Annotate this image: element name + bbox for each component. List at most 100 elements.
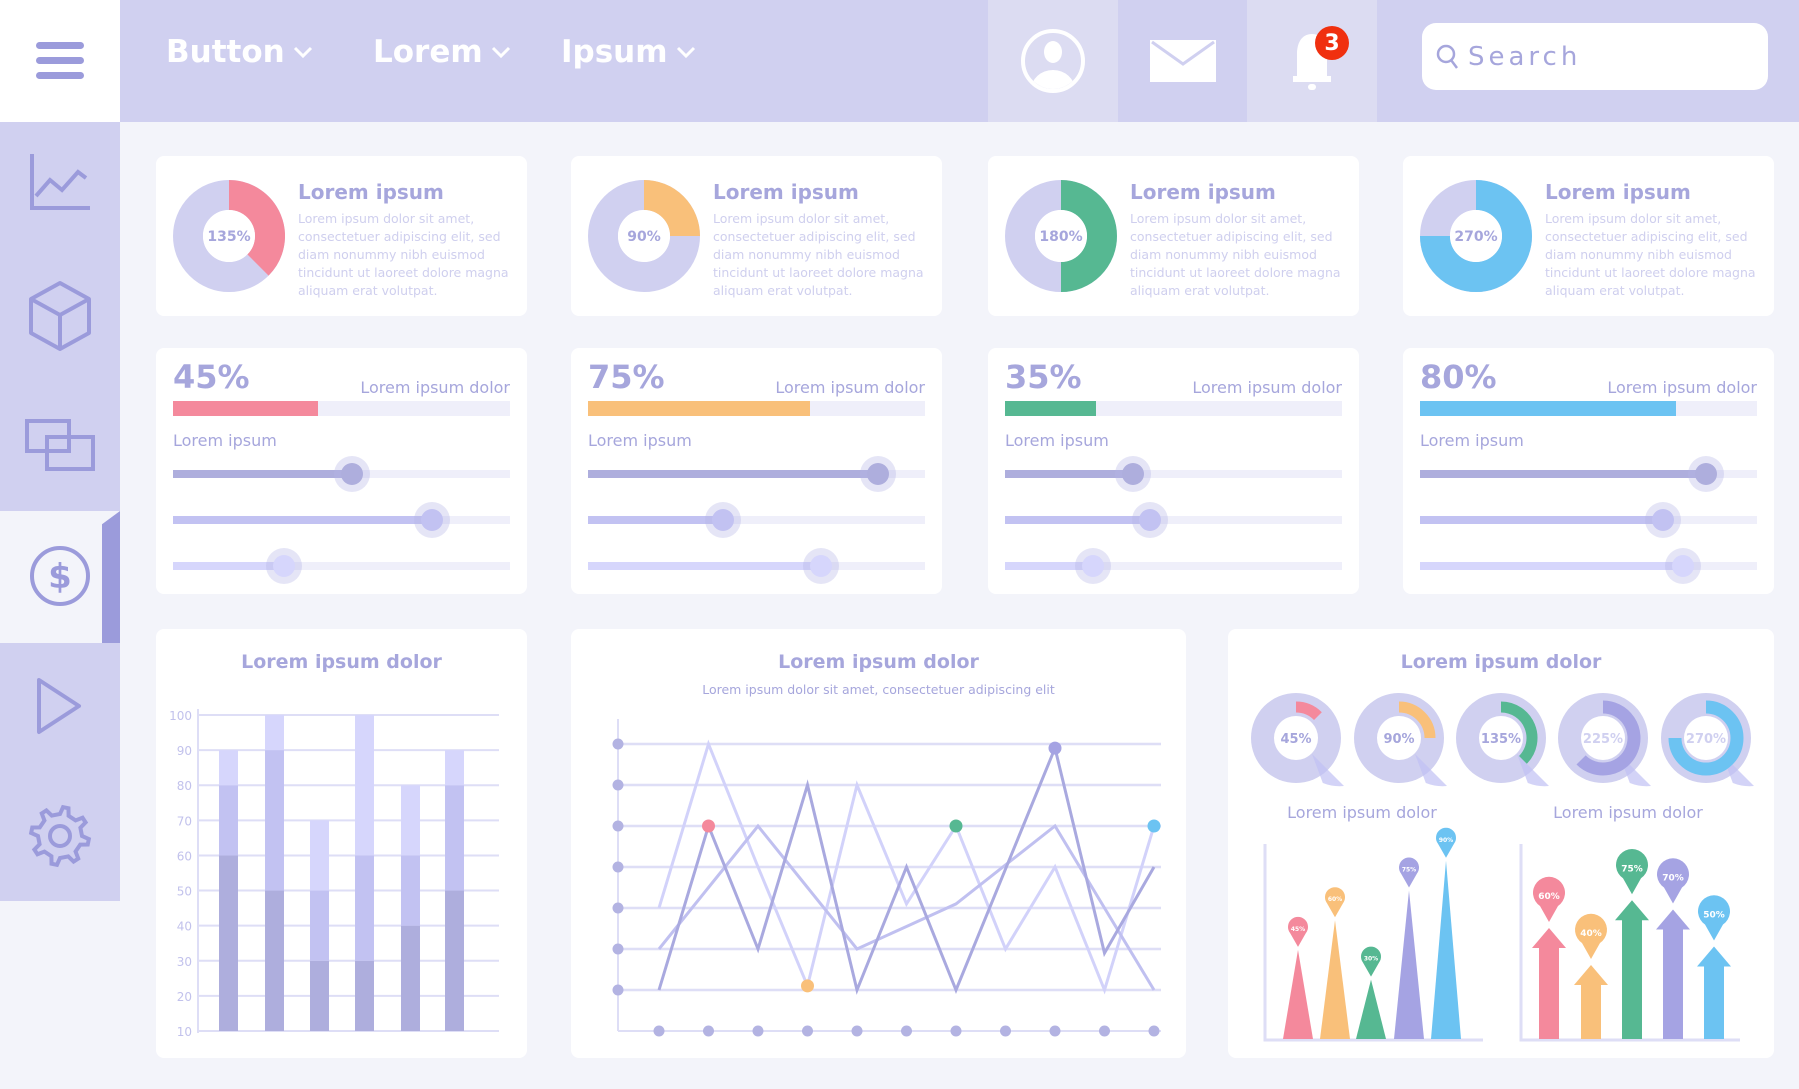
value-pin: [1399, 857, 1419, 888]
y-axis-dot: [612, 820, 624, 832]
sidebar-item-media[interactable]: [20, 666, 100, 746]
value-label: 40%: [1580, 929, 1602, 939]
gauge-shadow: [1312, 754, 1344, 787]
slider-handle[interactable]: [1651, 509, 1674, 531]
sidebar-item-analytics[interactable]: [20, 142, 100, 222]
progress-bar: [1420, 401, 1757, 416]
bar-segment: [219, 855, 238, 1031]
stacked-bar-chart-card: Lorem ipsum dolor 100 90 80 70 60 50 40 30 20 10: [156, 629, 527, 1058]
x-axis-dot: [703, 1025, 714, 1037]
gauge-arc: [1398, 701, 1436, 739]
nav-dropdown-lorem[interactable]: Lorem: [373, 34, 511, 70]
y-tick-label: 40: [177, 920, 192, 934]
search-input[interactable]: [1468, 41, 1748, 72]
bar-segment: [355, 960, 374, 1031]
sidebar-item-screens[interactable]: [20, 405, 100, 485]
gauge-label: 270%: [1686, 732, 1726, 747]
donut-segment: [1420, 180, 1532, 292]
user-profile-icon: [1021, 29, 1085, 93]
bar-segment: [445, 785, 464, 891]
arrow-bar: [1532, 928, 1566, 1039]
card-text: Lorem ipsum dolor sit amet, consectetuer…: [1545, 211, 1756, 298]
y-tick-label: 60: [177, 849, 192, 863]
donut-label: 270%: [1454, 229, 1497, 245]
slider[interactable]: [173, 456, 510, 492]
slider-handle[interactable]: [711, 509, 734, 531]
donut-label: 180%: [1039, 229, 1082, 245]
search-icon: [1436, 44, 1458, 69]
sidebar-active-section: [0, 511, 120, 643]
spike-bar: [1431, 860, 1461, 1039]
screens-icon: [25, 419, 95, 471]
slider-handle[interactable]: [1138, 509, 1161, 531]
slider[interactable]: [588, 456, 925, 492]
notifications-button[interactable]: 3: [1247, 0, 1377, 122]
slider-handle[interactable]: [809, 555, 832, 577]
slider-group-label: Lorem ipsum: [173, 431, 277, 450]
summary-card: 270% Lorem ipsum Lorem ipsum dolor sit a…: [1403, 156, 1774, 316]
profile-button[interactable]: [988, 0, 1118, 122]
slider-handle[interactable]: [1122, 463, 1145, 485]
chevron-down-icon: [491, 46, 510, 58]
value-label: 60%: [1538, 892, 1560, 902]
gauge-center: [1274, 716, 1318, 760]
nav-dropdown-ipsum[interactable]: Ipsum: [561, 34, 696, 70]
slider-handle[interactable]: [273, 555, 296, 577]
dollar-icon: $: [30, 546, 90, 606]
y-tick-label: 10: [177, 1025, 192, 1039]
slider[interactable]: [1005, 502, 1342, 538]
hamburger-menu-icon[interactable]: [20, 21, 100, 101]
search-box[interactable]: [1422, 23, 1768, 90]
value-label: 75%: [1621, 864, 1643, 874]
slider[interactable]: [173, 548, 510, 584]
slider-handle[interactable]: [1671, 555, 1694, 577]
slider[interactable]: [173, 502, 510, 538]
gauge-arc: [1576, 700, 1641, 776]
bar-segment: [401, 855, 420, 926]
gauge-center: [1581, 716, 1625, 760]
slider[interactable]: [588, 502, 925, 538]
axis: [1263, 844, 1483, 1042]
donut-chart: 180%: [1005, 180, 1117, 292]
bar-segment: [310, 820, 329, 891]
messages-button[interactable]: [1118, 0, 1248, 122]
sidebar-item-products[interactable]: [20, 276, 100, 356]
slider[interactable]: [588, 548, 925, 584]
chart-title: Lorem ipsum dolor: [241, 651, 442, 673]
sidebar-item-finance[interactable]: $: [20, 536, 100, 616]
y-tick-label: 100: [169, 709, 192, 723]
value-label: 70%: [1662, 874, 1684, 884]
slider[interactable]: [1005, 548, 1342, 584]
card-title: Lorem ipsum: [1545, 180, 1691, 204]
slider[interactable]: [1420, 548, 1757, 584]
value-label: 60%: [1328, 896, 1342, 903]
slider-handle[interactable]: [866, 463, 889, 485]
x-axis-dot: [752, 1025, 764, 1037]
progress-fill: [588, 401, 811, 416]
slider-handle[interactable]: [340, 463, 363, 485]
donut-chart: 135%: [173, 180, 285, 292]
x-axis-dot: [1049, 1025, 1061, 1037]
nav-dropdown-button[interactable]: Button: [166, 34, 313, 70]
value-pin: [1361, 946, 1381, 977]
slider-group-label: Lorem ipsum: [1420, 431, 1524, 450]
slider-handle[interactable]: [1695, 463, 1718, 485]
donut-hole: [1035, 210, 1087, 262]
card-subtitle: Lorem ipsum dolor: [360, 378, 510, 397]
sidebar-item-settings[interactable]: [20, 796, 100, 876]
y-tick-label: 70: [177, 814, 192, 828]
value-pin: [1698, 895, 1730, 941]
x-axis-dot: [1000, 1025, 1011, 1037]
slider-handle[interactable]: [1081, 555, 1104, 577]
progress-card: 35% Lorem ipsum dolor Lorem ipsum: [988, 348, 1359, 594]
slider[interactable]: [1005, 456, 1342, 492]
percent-value: 80%: [1420, 358, 1497, 396]
y-tick-label: 30: [177, 955, 192, 969]
value-pin: [1657, 858, 1689, 904]
slider-handle[interactable]: [421, 509, 444, 531]
data-point-marker: [949, 819, 963, 833]
spike-bar: [1394, 890, 1424, 1039]
slider[interactable]: [1420, 502, 1757, 538]
donut-hole: [203, 210, 255, 262]
slider[interactable]: [1420, 456, 1757, 492]
